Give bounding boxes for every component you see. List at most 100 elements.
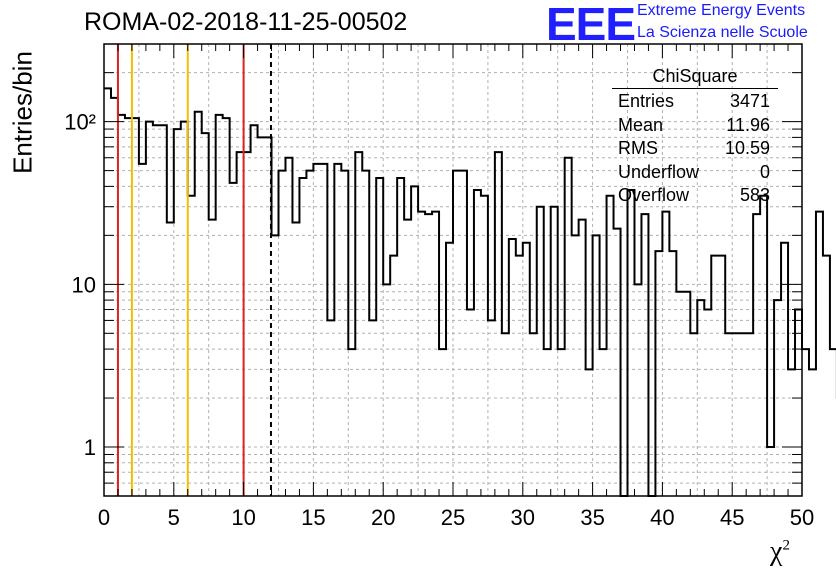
x-tick-label: 10 [231, 505, 255, 530]
histogram-bin [669, 251, 676, 496]
histogram-bin [704, 310, 711, 496]
stats-row-overflow: Overflow 583 [618, 185, 770, 205]
histogram-bin [614, 229, 621, 496]
x-tick-label: 50 [790, 505, 814, 530]
histogram-bin [809, 369, 816, 496]
y-axis-label: Entries/bin [7, 51, 38, 174]
histogram-bin [607, 196, 614, 496]
histogram-bin [299, 178, 306, 496]
y-tick-label: 10² [64, 110, 96, 135]
histogram-bin [760, 196, 767, 496]
x-tick-label: 30 [511, 505, 535, 530]
histogram-bin [383, 284, 390, 496]
histogram-bin [683, 292, 690, 496]
histogram-bin [823, 256, 830, 496]
histogram-bin [474, 190, 481, 496]
stats-box: ChiSquare Entries 3471 Mean 11.96 RMS 10.59… [612, 66, 778, 208]
x-tick-label: 15 [301, 505, 325, 530]
x-tick-label: 5 [168, 505, 180, 530]
histogram-bin [662, 212, 669, 496]
histogram-bin [572, 235, 579, 496]
histogram-bin [348, 349, 355, 496]
stats-row-entries: Entries 3471 [618, 91, 770, 111]
x-tick-label: 20 [371, 505, 395, 530]
histogram-bin [488, 320, 495, 496]
histogram-bin [634, 284, 641, 496]
histogram-bin [125, 118, 132, 496]
histogram-bin [376, 178, 383, 496]
logo-line-2: La Scienza nelle Scuole [637, 24, 808, 41]
histogram-bin [146, 122, 153, 496]
histogram-bin [195, 112, 202, 496]
chart-title: ROMA-02-2018-11-25-00502 [84, 8, 408, 36]
y-tick-label: 1 [84, 435, 96, 460]
histogram-bin [334, 164, 341, 496]
histogram-bin [690, 333, 697, 496]
histogram-bin [202, 133, 209, 496]
histogram-bin [795, 310, 802, 496]
histogram-bin [320, 164, 327, 496]
histogram-bin [153, 125, 160, 496]
histogram-bin [292, 222, 299, 496]
histogram-bin [188, 196, 195, 496]
histogram-bin [327, 320, 334, 496]
histogram-bin [530, 333, 537, 496]
histogram-bin [830, 349, 836, 496]
x-tick-label: 25 [441, 505, 465, 530]
histogram-bin [558, 349, 565, 496]
histogram-bin [272, 235, 279, 496]
histogram-bin [181, 122, 188, 496]
histogram-bin [802, 349, 809, 496]
stats-row-rms: RMS 10.59 [618, 138, 770, 158]
histogram-bin [411, 186, 418, 496]
histogram-bin [237, 152, 244, 496]
histogram-bin [502, 333, 509, 496]
histogram-bin [725, 333, 732, 496]
histogram-bin [641, 214, 648, 496]
histogram-bin [167, 222, 174, 496]
histogram-bin [586, 369, 593, 496]
stats-title: ChiSquare [612, 66, 778, 89]
x-tick-label: 45 [720, 505, 744, 530]
histogram-bin [160, 125, 167, 496]
y-tick-label: 10 [72, 272, 96, 297]
histogram-bin [118, 115, 125, 496]
histogram-bin [432, 212, 439, 496]
stats-row-mean: Mean 11.96 [618, 114, 770, 135]
histogram-bin [628, 190, 635, 496]
histogram-bin [495, 152, 502, 496]
histogram-bin [174, 129, 181, 496]
histogram-bin [355, 152, 362, 496]
histogram-bin [244, 152, 251, 496]
logo-line-1: Extreme Energy Events [637, 2, 806, 19]
histogram-bin [425, 214, 432, 496]
histogram-bin [676, 292, 683, 496]
histogram-bin [732, 333, 739, 496]
histogram-bin [132, 118, 139, 496]
histogram-bin [816, 212, 823, 496]
histogram-bin [418, 212, 425, 496]
histogram-bin [600, 349, 607, 496]
histogram-bin [467, 310, 474, 496]
histogram-bin [439, 349, 446, 496]
histogram-bin [551, 207, 558, 496]
histogram-bin [565, 158, 572, 496]
histogram-bin [746, 333, 753, 496]
histogram-bin [544, 349, 551, 496]
eee-logo: EEE [546, 0, 636, 50]
x-tick-label: 35 [580, 505, 604, 530]
histogram-bin [258, 137, 265, 496]
x-axis-label: χ2 [770, 536, 790, 567]
histogram-bin [230, 183, 237, 496]
histogram-bin [139, 164, 146, 496]
histogram-bin [739, 333, 746, 496]
histogram-bin [251, 125, 258, 496]
x-tick-label: 40 [650, 505, 674, 530]
histogram-bin [313, 164, 320, 496]
x-tick-label: 0 [98, 505, 110, 530]
histogram-bin [397, 178, 404, 496]
stats-row-underflow: Underflow 0 [618, 161, 770, 182]
histogram-bin [509, 239, 516, 496]
histogram-outline [104, 87, 836, 497]
